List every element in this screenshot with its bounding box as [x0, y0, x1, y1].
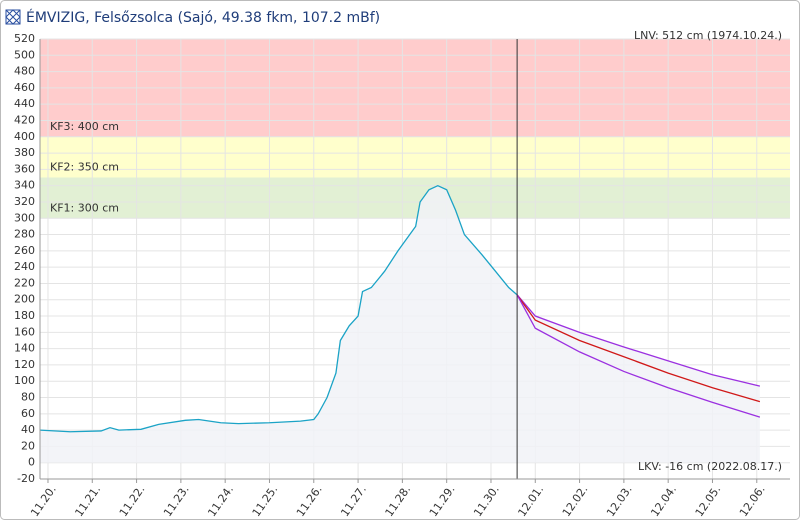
y-tick-label: 300 [14, 211, 35, 224]
y-tick-label: 380 [14, 146, 35, 159]
band-label: KF3: 400 cm [50, 120, 119, 133]
y-tick-label: 520 [14, 32, 35, 45]
threshold-band [40, 177, 790, 219]
y-tick-label: 60 [21, 407, 35, 420]
y-tick-label: 120 [14, 358, 35, 371]
y-tick-label: 40 [21, 423, 35, 436]
y-tick-label: 240 [14, 260, 35, 273]
area-fill [40, 185, 518, 463]
top-note: LNV: 512 cm (1974.10.24.) [634, 29, 782, 42]
y-tick-label: 20 [21, 439, 35, 452]
series-line [39, 184, 518, 433]
y-tick-label: 180 [14, 309, 35, 322]
y-tick-label: 420 [14, 113, 35, 126]
y-tick-label: 320 [14, 195, 35, 208]
y-tick-label: 500 [14, 48, 35, 61]
y-tick-label: 100 [14, 374, 35, 387]
logo [5, 9, 21, 25]
bottom-note: LKV: -16 cm (2022.08.17.) [638, 460, 782, 473]
y-tick-label: 80 [21, 391, 35, 404]
y-tick-label: 200 [14, 293, 35, 306]
y-tick-label: 260 [14, 244, 35, 257]
series-line [516, 294, 761, 418]
y-tick-label: 160 [14, 325, 35, 338]
chart-title: ÉMVIZIG, Felsőzsolca (Sajó, 49.38 fkm, 1… [26, 9, 380, 26]
y-tick-label: 460 [14, 81, 35, 94]
band-label: KF2: 350 cm [50, 161, 119, 174]
y-tick-label: 0 [28, 456, 35, 469]
area-fill [517, 294, 760, 463]
threshold-band [40, 136, 790, 178]
series-line [516, 294, 761, 403]
y-tick-label: 360 [14, 162, 35, 175]
band-label: KF1: 300 cm [50, 201, 119, 214]
y-tick-label: 220 [14, 276, 35, 289]
y-tick-label: -20 [17, 472, 35, 485]
y-tick-label: 440 [14, 97, 35, 110]
y-tick-label: 140 [14, 342, 35, 355]
y-tick-label: 340 [14, 179, 35, 192]
y-tick-label: 280 [14, 228, 35, 241]
series-line [516, 294, 761, 387]
y-tick-label: 400 [14, 130, 35, 143]
y-tick-label: 480 [14, 65, 35, 78]
